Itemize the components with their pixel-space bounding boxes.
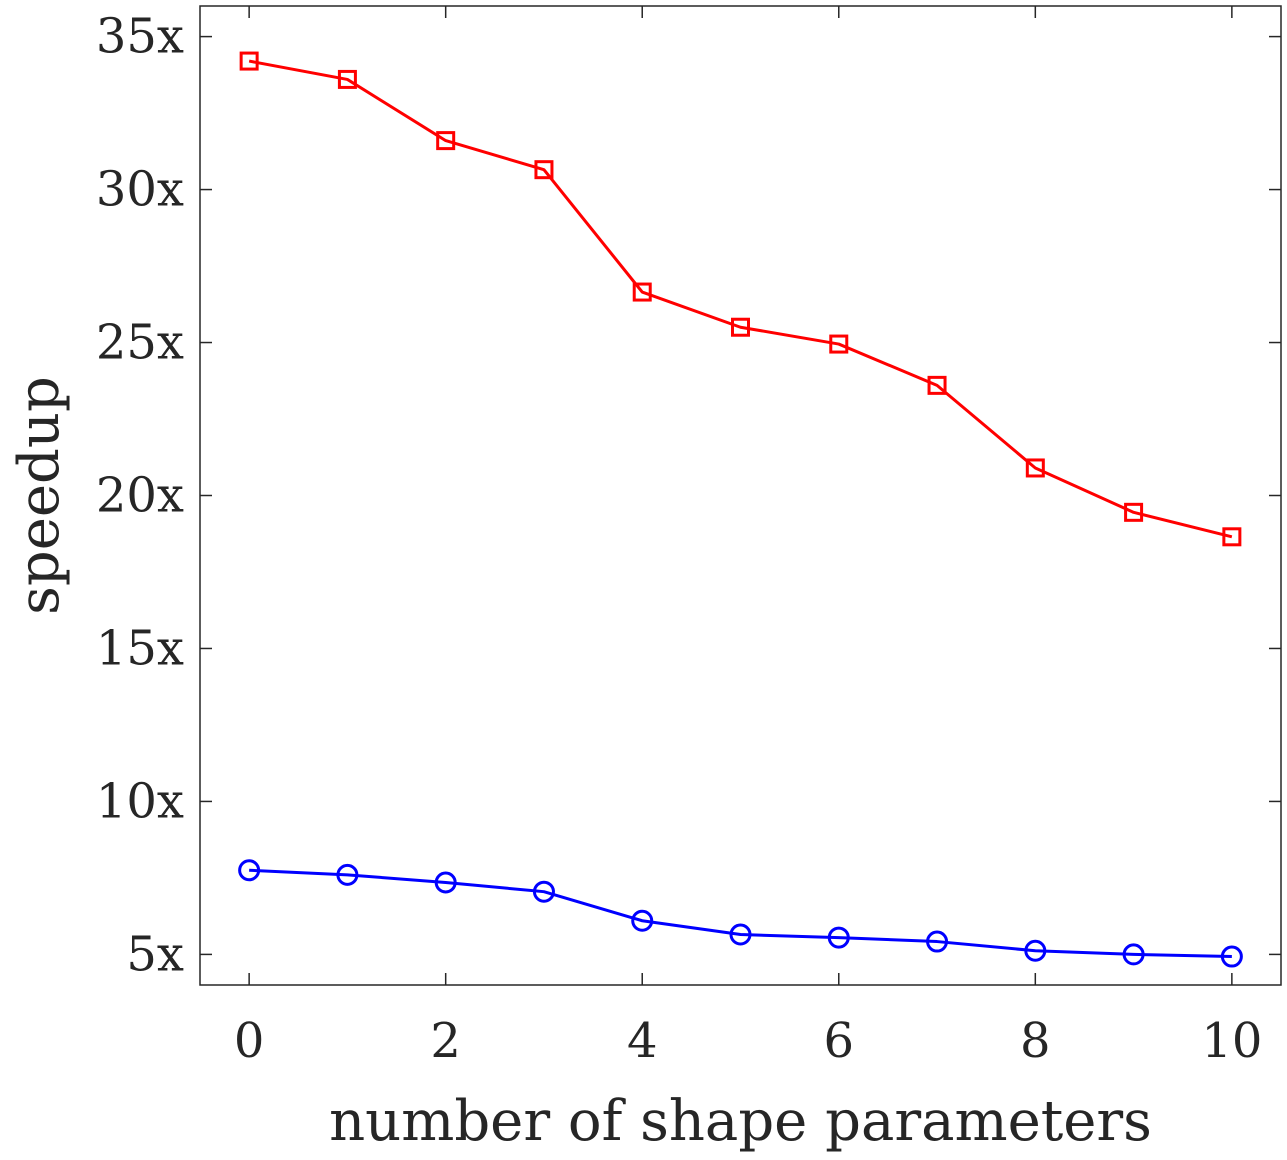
circle-marker (434, 871, 457, 894)
circle-marker (926, 930, 949, 953)
square-marker (927, 375, 947, 395)
x-tick-label: 8 (1020, 1013, 1051, 1069)
square-marker (1222, 527, 1242, 547)
x-tick-label: 2 (430, 1013, 461, 1069)
square-marker (1025, 458, 1045, 478)
circle-marker (729, 923, 752, 946)
series-1 (239, 51, 1242, 547)
y-tick-label: 15x (96, 620, 184, 676)
y-tick-label: 10x (96, 773, 184, 829)
x-tick-label: 6 (823, 1013, 854, 1069)
circle-marker (336, 863, 359, 886)
y-tick-label: 30x (96, 162, 184, 218)
circle-marker (631, 909, 654, 932)
series-line (248, 59, 1233, 539)
square-marker (337, 69, 357, 89)
x-tick-label: 0 (234, 1013, 265, 1069)
circle-marker (238, 859, 261, 882)
square-marker (632, 282, 652, 302)
y-tick-label: 5x (126, 926, 184, 982)
plot-area (199, 5, 1282, 986)
tick-labels: 0 2 4 6 8 10 5x 10x 15x 20x 25x 30x 35x (96, 9, 1263, 1069)
series-line (249, 868, 1232, 959)
series-group (238, 51, 1243, 968)
y-tick-label: 35x (96, 9, 184, 65)
y-tick-label: 25x (96, 315, 184, 371)
circle-marker (1024, 939, 1047, 962)
square-marker (731, 317, 750, 337)
square-marker (829, 334, 849, 354)
circle-marker (827, 926, 850, 949)
y-axis-label: speedup (7, 376, 72, 615)
circle-marker (532, 880, 555, 903)
x-axis-label: number of shape parameters (329, 1089, 1152, 1154)
circle-marker (1220, 945, 1243, 968)
x-tick-label: 10 (1201, 1013, 1262, 1069)
x-tick-label: 4 (627, 1013, 658, 1069)
square-marker (534, 160, 554, 180)
square-marker (1124, 502, 1144, 522)
y-tick-label: 20x (96, 468, 184, 524)
circle-marker (1122, 943, 1145, 966)
series-2 (238, 859, 1243, 968)
square-marker (436, 131, 456, 151)
square-marker (239, 51, 259, 71)
axis-ticks (200, 6, 1281, 985)
